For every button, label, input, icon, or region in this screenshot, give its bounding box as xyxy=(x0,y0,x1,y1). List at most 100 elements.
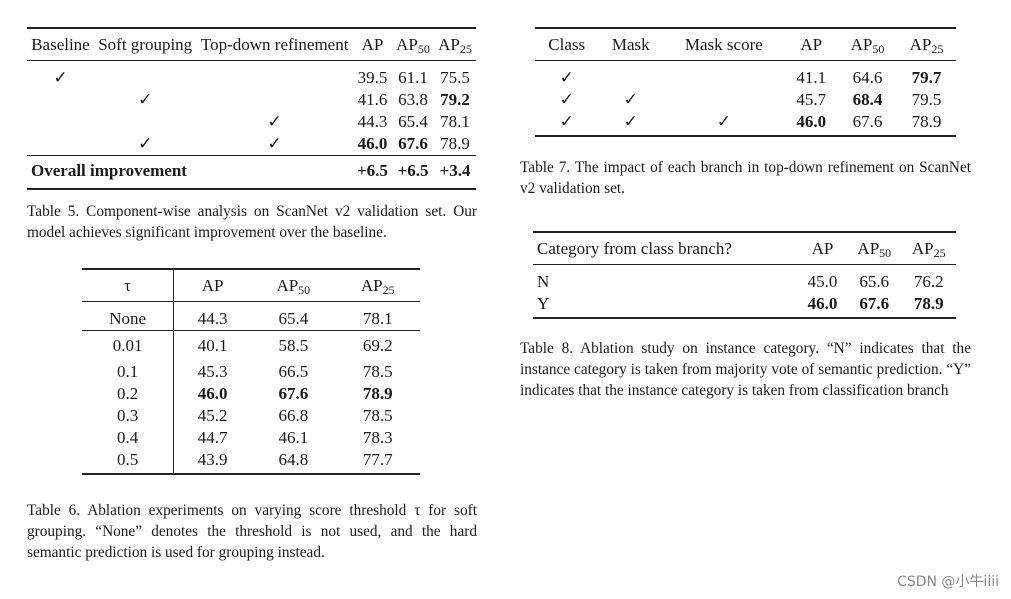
table-row: 0.2 46.0 67.6 78.9 xyxy=(82,383,420,405)
column-header: AP xyxy=(800,34,823,54)
table-cell: 0.1 xyxy=(82,361,175,383)
column-header: AP xyxy=(361,34,384,54)
checkmark-icon: ✓ xyxy=(559,90,574,109)
table-5-caption: Table 5. Component-wise analysis on Scan… xyxy=(27,203,477,241)
header-row: Category from class branch? AP AP50 AP25 xyxy=(533,232,956,265)
table-row: ✓ 41.1 64.6 79.7 xyxy=(535,61,956,90)
table-cell: Y xyxy=(537,294,550,313)
table-cell: 68.4 xyxy=(852,90,883,109)
table-cell: 0.01 xyxy=(82,330,175,361)
table-cell: 78.9 xyxy=(440,134,470,153)
header-row: Baseline Soft grouping Top-down refinement… xyxy=(27,28,476,61)
table-cell: 46.0 xyxy=(357,134,388,153)
baseline-row: None 44.3 65.4 78.1 xyxy=(82,301,420,331)
table-cell: 77.7 xyxy=(362,450,393,469)
table-cell: 45.3 xyxy=(197,362,228,381)
table-cell: 79.2 xyxy=(440,90,470,109)
table-cell xyxy=(196,61,352,90)
table-6-caption: Table 6. Ablation experiments on varying… xyxy=(27,502,477,561)
table-cell: 39.5 xyxy=(357,68,388,87)
column-header: AP25 xyxy=(909,34,944,56)
table-8-instance-category: Category from class branch? AP AP50 AP25 N 45… xyxy=(533,231,956,319)
checkmark-icon: ✓ xyxy=(138,90,153,109)
column-header: AP xyxy=(811,238,834,258)
table-cell: 44.3 xyxy=(197,309,228,328)
table-cell xyxy=(94,111,197,133)
table-6-score-threshold: τ AP AP50 AP25 None 44.3 65.4 78.1 0.01 40.1 58.5 6… xyxy=(82,268,420,475)
column-header: Class xyxy=(548,34,586,54)
table-row: Y 46.0 67.6 78.9 xyxy=(533,293,956,318)
table-cell: 44.7 xyxy=(197,428,228,447)
table-cell: 0.3 xyxy=(82,405,175,427)
table-cell: 64.8 xyxy=(278,450,309,469)
column-header: AP50 xyxy=(857,238,892,260)
column-header: AP xyxy=(201,275,224,295)
header-row: τ AP AP50 AP25 xyxy=(82,269,420,302)
table-cell xyxy=(663,61,784,90)
table-cell: 64.6 xyxy=(852,68,883,87)
table-cell: 45.2 xyxy=(197,406,228,425)
table-cell xyxy=(94,61,197,90)
column-header: Mask xyxy=(611,34,650,54)
table-cell: N xyxy=(537,272,550,291)
checkmark-icon: ✓ xyxy=(267,134,282,153)
table-cell: +6.5 xyxy=(352,155,393,189)
column-header: τ xyxy=(82,269,175,302)
table-cell xyxy=(196,89,352,111)
table-cell: 61.1 xyxy=(398,68,428,87)
table-row: 0.3 45.2 66.8 78.5 xyxy=(82,405,420,427)
column-header: Mask score xyxy=(684,34,763,54)
column-header: AP25 xyxy=(911,238,946,260)
checkmark-icon: ✓ xyxy=(267,112,282,131)
table-row: ✓ 41.6 63.8 79.2 xyxy=(27,89,476,111)
table-cell xyxy=(27,89,94,111)
table-cell: 66.8 xyxy=(278,406,309,425)
header-row: Class Mask Mask score AP AP50 AP25 xyxy=(535,28,956,61)
table-cell: 0.4 xyxy=(82,427,175,449)
column-header: AP25 xyxy=(360,275,395,297)
table-cell: 65.4 xyxy=(278,309,309,328)
checkmark-icon: ✓ xyxy=(559,68,574,87)
table-cell: 69.2 xyxy=(335,330,420,361)
table-cell: 78.3 xyxy=(362,428,393,447)
table-cell: 40.1 xyxy=(173,330,252,361)
checkmark-icon: ✓ xyxy=(138,134,153,153)
table-row: ✓ ✓ 45.7 68.4 79.5 xyxy=(535,89,956,111)
table-cell: 45.0 xyxy=(807,272,838,291)
column-header: Top-down refinement xyxy=(200,34,349,54)
table-cell: 41.6 xyxy=(357,90,388,109)
checkmark-icon: ✓ xyxy=(623,90,638,109)
table-cell: 45.7 xyxy=(796,90,827,109)
table-cell: 44.3 xyxy=(357,112,388,131)
table-cell xyxy=(27,111,94,133)
table-cell: 78.9 xyxy=(362,384,393,403)
table-row: ✓ 39.5 61.1 75.5 xyxy=(27,61,476,90)
table-cell: 65.6 xyxy=(859,272,890,291)
table-cell: +6.5 xyxy=(392,155,434,189)
table-8-caption: Table 8. Ablation study on instance cate… xyxy=(520,340,971,399)
column-header: AP25 xyxy=(438,34,472,56)
table-cell: 46.0 xyxy=(807,294,838,313)
table-cell: 58.5 xyxy=(251,330,336,361)
table-row: ✓ 44.3 65.4 78.1 xyxy=(27,111,476,133)
table-7-branch-impact: Class Mask Mask score AP AP50 AP25 ✓ 41.1 64.6 79… xyxy=(535,27,956,137)
column-header: Baseline xyxy=(31,34,90,54)
table-cell: 79.5 xyxy=(911,90,942,109)
table-row: 0.01 40.1 58.5 69.2 xyxy=(82,330,420,361)
table-cell: 0.2 xyxy=(82,383,175,405)
table-cell: +3.4 xyxy=(434,155,476,189)
table-row: N 45.0 65.6 76.2 xyxy=(533,265,956,294)
table-7-caption: Table 7. The impact of each branch in to… xyxy=(520,159,971,197)
checkmark-icon: ✓ xyxy=(716,112,731,131)
watermark: CSDN @小牛iiii xyxy=(897,574,999,590)
table-row: 0.4 44.7 46.1 78.3 xyxy=(82,427,420,449)
table-cell: 0.5 xyxy=(82,449,175,474)
table-cell: Overall improvement xyxy=(27,155,353,189)
table-row: ✓ ✓ ✓ 46.0 67.6 78.9 xyxy=(535,111,956,136)
table-cell: 78.1 xyxy=(440,112,470,131)
table-cell: 43.9 xyxy=(197,450,228,469)
table-5-component-analysis: Baseline Soft grouping Top-down refinement… xyxy=(27,27,476,190)
table-cell: 66.5 xyxy=(278,362,309,381)
table-cell: 78.9 xyxy=(911,112,942,131)
table-cell: 78.5 xyxy=(362,406,393,425)
